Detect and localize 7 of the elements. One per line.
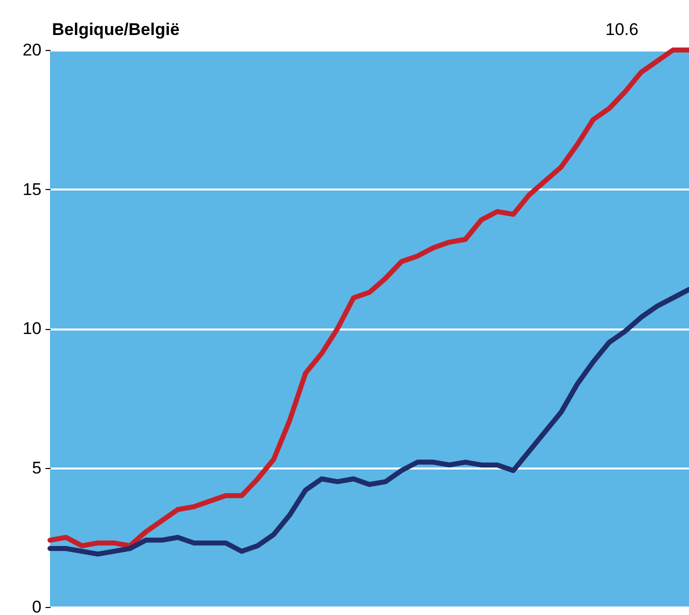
y-tick-label: 0	[32, 598, 42, 615]
y-tick-label: 5	[32, 458, 42, 478]
y-tick-label: 20	[22, 40, 42, 60]
y-tick-label: 10	[22, 319, 42, 338]
chart-title: Belgique/België	[52, 20, 180, 39]
text: 10.6	[605, 20, 638, 39]
y-tick-label: 15	[22, 180, 42, 199]
